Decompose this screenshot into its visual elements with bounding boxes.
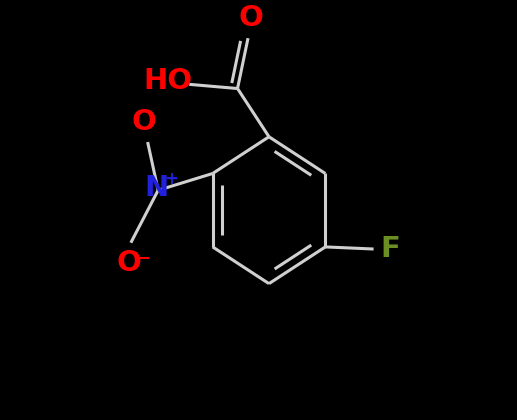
Text: N: N xyxy=(144,174,169,202)
Text: O: O xyxy=(116,249,141,277)
Text: +: + xyxy=(164,170,178,188)
Text: O: O xyxy=(132,108,157,136)
Text: HO: HO xyxy=(143,67,192,95)
Text: −: − xyxy=(136,248,150,266)
Text: F: F xyxy=(381,235,400,263)
Text: O: O xyxy=(239,4,264,32)
